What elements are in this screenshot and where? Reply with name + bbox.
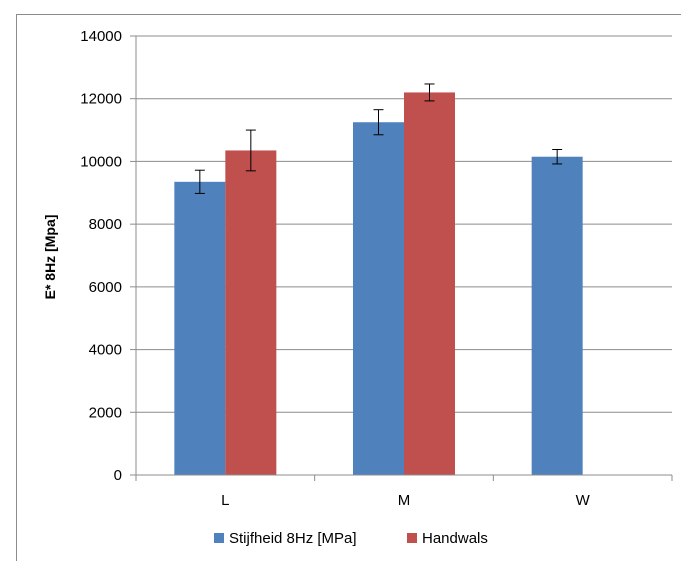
y-tick-label: 14000 <box>80 28 122 45</box>
y-tick-label: 4000 <box>89 342 122 359</box>
y-axis-label: E* 8Hz [Mpa] <box>42 215 58 300</box>
y-tick-label: 12000 <box>80 91 122 108</box>
bar-stijfheid-w <box>531 156 583 475</box>
legend-label: Handwals <box>422 530 488 547</box>
bar-handwals-m <box>404 92 455 475</box>
legend-swatch <box>214 533 224 543</box>
bars <box>174 92 583 476</box>
x-tick-label: L <box>221 492 229 509</box>
bar-handwals-l <box>225 150 277 476</box>
y-tick-label: 8000 <box>89 216 122 233</box>
y-tick-label: 0 <box>114 467 122 484</box>
legend: Stijfheid 8Hz [MPa] Handwals <box>214 530 488 547</box>
bar-stijfheid-m <box>353 122 404 475</box>
y-tick-label: 2000 <box>89 404 122 421</box>
axes <box>135 36 673 481</box>
x-tick-label: W <box>576 492 591 509</box>
y-tick-labels: 0 2000 4000 6000 8000 10000 12000 14000 <box>80 28 122 484</box>
legend-label: Stijfheid 8Hz [MPa] <box>229 530 357 547</box>
y-tick-label: 10000 <box>80 153 122 170</box>
bar-stijfheid-l <box>174 181 226 475</box>
error-bars <box>194 83 563 194</box>
legend-swatch <box>407 533 417 543</box>
x-tick-label: M <box>398 492 411 509</box>
y-tick-label: 6000 <box>89 279 122 296</box>
